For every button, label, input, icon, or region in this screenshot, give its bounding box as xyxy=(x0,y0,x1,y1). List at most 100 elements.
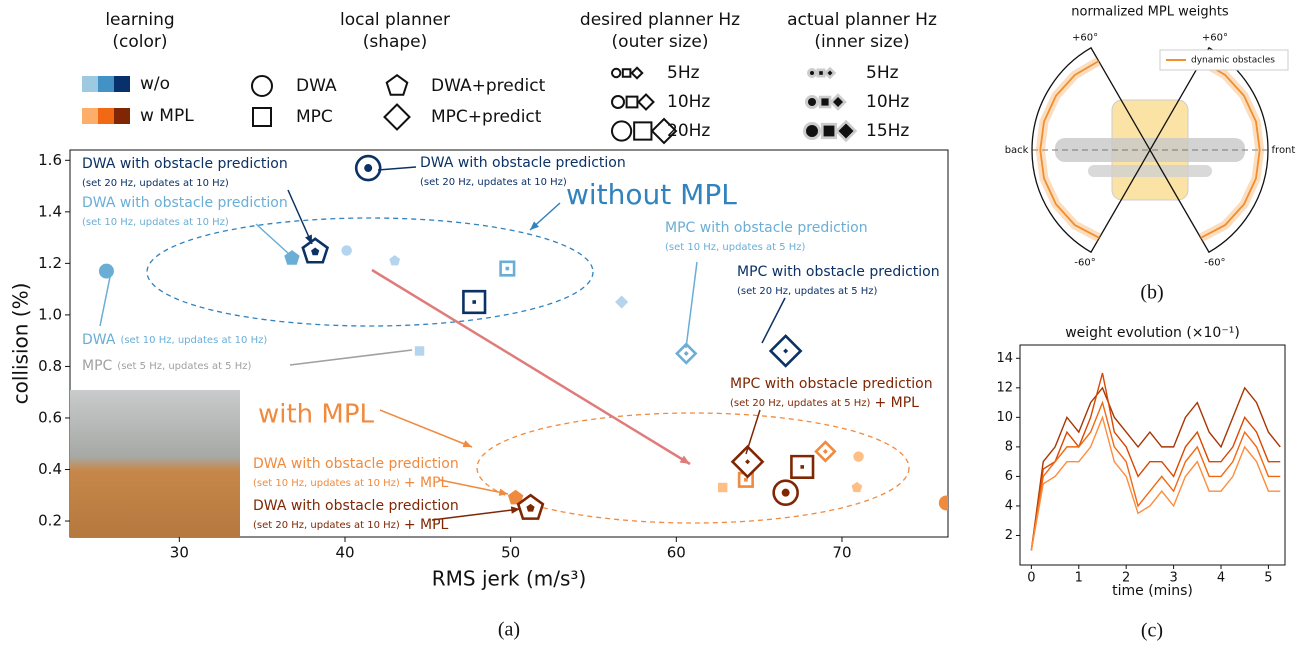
annotation-title: DWA with obstacle prediction xyxy=(82,195,288,211)
caption: (c) xyxy=(1141,620,1163,642)
annotation-title: MPC with obstacle prediction xyxy=(730,376,933,392)
x-axis-label: time (mins) xyxy=(1112,583,1193,599)
group-label: with MPL xyxy=(258,400,375,430)
annotation-suffix: + MPL xyxy=(404,475,449,491)
x-tick-label: 1 xyxy=(1075,571,1083,586)
legend-label: MPC+predict xyxy=(431,107,542,127)
theta-tick-label: back xyxy=(1005,145,1029,156)
point xyxy=(415,346,424,355)
legend-label: dynamic obstacles xyxy=(1191,56,1275,66)
legend-label: DWA xyxy=(296,76,337,96)
y-tick-label: 10 xyxy=(996,410,1013,425)
x-tick-label: 4 xyxy=(1217,571,1225,586)
legend-title: actual planner Hz xyxy=(787,10,937,30)
legend-swatch xyxy=(98,108,114,124)
legend-swatch xyxy=(114,76,130,92)
theta-tick-label: front xyxy=(1272,145,1296,156)
legend-title: learning xyxy=(105,10,174,30)
annotation-detail: (set 20 Hz, updates at 5 Hz) xyxy=(730,398,871,409)
legend-label: 15Hz xyxy=(866,121,909,141)
point xyxy=(341,245,352,256)
point xyxy=(718,483,727,492)
legend-shape xyxy=(824,126,835,137)
annotation-detail: (set 20 Hz, updates at 5 Hz) xyxy=(737,286,878,297)
annotation: DWA (set 10 Hz, updates at 10 Hz) xyxy=(82,332,267,348)
annotation-detail: (set 20 Hz, updates at 10 Hz) xyxy=(253,520,400,531)
point xyxy=(939,495,954,510)
annotation-suffix: + MPL xyxy=(874,395,919,411)
annotation-title: DWA with obstacle prediction xyxy=(82,156,288,172)
annotation-title: DWA xyxy=(82,332,116,348)
y-tick-label: 1.6 xyxy=(38,151,62,169)
y-tick-label: 0.8 xyxy=(38,357,62,375)
point-inner xyxy=(506,267,510,271)
legend-shape xyxy=(808,98,816,106)
legend-title: (inner size) xyxy=(814,32,909,52)
x-tick-label: 70 xyxy=(832,544,851,562)
y-tick-label: 2 xyxy=(1005,528,1013,543)
annotation-title: DWA with obstacle prediction xyxy=(253,456,459,472)
theta-tick-label: +60° xyxy=(1072,33,1098,44)
legend-label: 10Hz xyxy=(667,92,710,112)
inset-image xyxy=(70,390,240,537)
theta-tick-label: -60° xyxy=(1074,257,1095,268)
chart-title: weight evolution (×10⁻¹) xyxy=(1065,325,1240,341)
y-tick-label: 0.4 xyxy=(38,460,62,478)
annotation-detail: (set 20 Hz, updates at 10 Hz) xyxy=(420,177,567,188)
annotation-detail: (set 10 Hz, updates at 10 Hz) xyxy=(120,335,267,346)
legend-label: MPC xyxy=(296,107,333,127)
x-tick-label: 40 xyxy=(335,544,354,562)
legend-title: desired planner Hz xyxy=(580,10,740,30)
point-inner xyxy=(364,164,372,172)
legend-shape xyxy=(253,108,271,126)
y-tick-label: 6 xyxy=(1005,469,1013,484)
annotation-title: MPC with obstacle prediction xyxy=(665,220,868,236)
x-tick-label: 50 xyxy=(501,544,520,562)
legend-shape xyxy=(819,71,823,75)
legend-title: (color) xyxy=(112,32,167,52)
y-tick-label: 0.2 xyxy=(38,512,62,530)
y-tick-label: 4 xyxy=(1005,498,1013,513)
chart-title: normalized MPL weights xyxy=(1071,5,1229,20)
legend-title: local planner xyxy=(340,10,450,30)
figure: learning(color)local planner(shape)desir… xyxy=(0,0,1301,648)
y-axis-label: collision (%) xyxy=(9,283,33,405)
y-tick-label: 1.0 xyxy=(38,305,62,323)
legend-shape xyxy=(821,98,828,105)
x-axis-label: RMS jerk (m/s³) xyxy=(432,567,587,591)
point xyxy=(99,264,114,279)
x-tick-label: 0 xyxy=(1027,571,1035,586)
annotation-title: DWA with obstacle prediction xyxy=(420,155,626,171)
legend-shape xyxy=(806,125,818,137)
legend-swatch xyxy=(82,108,98,124)
legend-shape xyxy=(632,68,643,79)
annotation-detail: (set 20 Hz, updates at 10 Hz) xyxy=(82,178,229,189)
theta-tick-label: +60° xyxy=(1202,33,1228,44)
group-label: without MPL xyxy=(566,178,737,211)
legend-shape xyxy=(623,69,631,77)
legend-shape xyxy=(810,71,814,75)
annotation-detail: (set 10 Hz, updates at 5 Hz) xyxy=(665,242,806,253)
caption: (b) xyxy=(1140,282,1163,304)
legend-shape xyxy=(639,95,654,110)
y-tick-label: 14 xyxy=(996,351,1013,366)
annotation-detail: (set 10 Hz, updates at 10 Hz) xyxy=(82,217,229,228)
annotation-detail: (set 10 Hz, updates at 10 Hz) xyxy=(253,478,400,489)
x-tick-label: 30 xyxy=(170,544,189,562)
x-tick-label: 5 xyxy=(1264,571,1272,586)
robot-leg xyxy=(1088,165,1212,177)
annotation-suffix: + MPL xyxy=(404,517,449,533)
legend-label: 5Hz xyxy=(667,63,700,83)
point-inner xyxy=(744,478,748,482)
point-inner xyxy=(782,489,790,497)
annotation: MPC(set 5 Hz, updates at 5 Hz) xyxy=(82,358,251,374)
legend-shape xyxy=(252,76,272,96)
point-inner xyxy=(800,465,804,469)
legend-shape xyxy=(612,96,624,108)
y-tick-label: 8 xyxy=(1005,439,1013,454)
caption: (a) xyxy=(498,619,520,641)
point xyxy=(853,451,864,462)
legend-label: w MPL xyxy=(140,106,194,126)
legend-swatch xyxy=(114,108,130,124)
legend-label: 10Hz xyxy=(866,92,909,112)
